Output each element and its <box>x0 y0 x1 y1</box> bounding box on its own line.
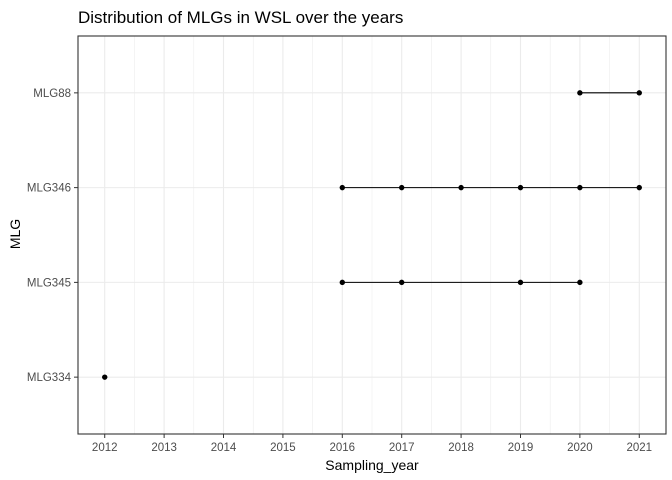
grid-minor <box>134 36 610 434</box>
panel-border <box>77 35 667 435</box>
x-tick-label: 2016 <box>330 442 356 454</box>
data-point <box>577 279 583 286</box>
y-axis: MLG334 MLG345 MLG346 MLG88 <box>27 88 78 384</box>
data-point <box>636 184 642 191</box>
data-point <box>398 279 405 286</box>
y-tick-label: MLG346 <box>27 183 71 195</box>
y-tick-label: MLG345 <box>27 277 71 289</box>
x-tick-label: 2020 <box>567 442 593 454</box>
x-tick-label: 2018 <box>448 442 474 454</box>
x-axis: 2012 2013 2014 2015 2016 2017 2018 2019 2020 2021 <box>92 434 652 454</box>
y-axis-title: MLG <box>7 219 23 249</box>
data-point <box>339 279 346 286</box>
data-point <box>102 374 108 380</box>
x-tick-label: 2017 <box>389 442 415 454</box>
series-points <box>102 90 642 380</box>
data-point <box>577 184 583 191</box>
data-point <box>398 184 405 191</box>
x-tick-label: 2019 <box>508 442 534 454</box>
x-tick-label: 2012 <box>92 442 118 454</box>
data-point <box>517 184 524 191</box>
series-lines <box>342 92 640 283</box>
x-tick-label: 2014 <box>211 442 237 454</box>
x-axis-title: Sampling_year <box>325 457 419 473</box>
x-tick-label: 2015 <box>270 442 296 454</box>
data-point <box>636 90 642 96</box>
data-point <box>339 184 346 191</box>
data-point <box>458 184 464 191</box>
data-point <box>517 279 524 286</box>
x-tick-label: 2013 <box>151 442 177 454</box>
data-point <box>577 90 583 96</box>
y-tick-label: MLG334 <box>27 372 72 384</box>
x-tick-label: 2021 <box>626 442 652 454</box>
y-tick-label: MLG88 <box>33 88 71 100</box>
chart-title: Distribution of MLGs in WSL over the yea… <box>78 8 403 27</box>
